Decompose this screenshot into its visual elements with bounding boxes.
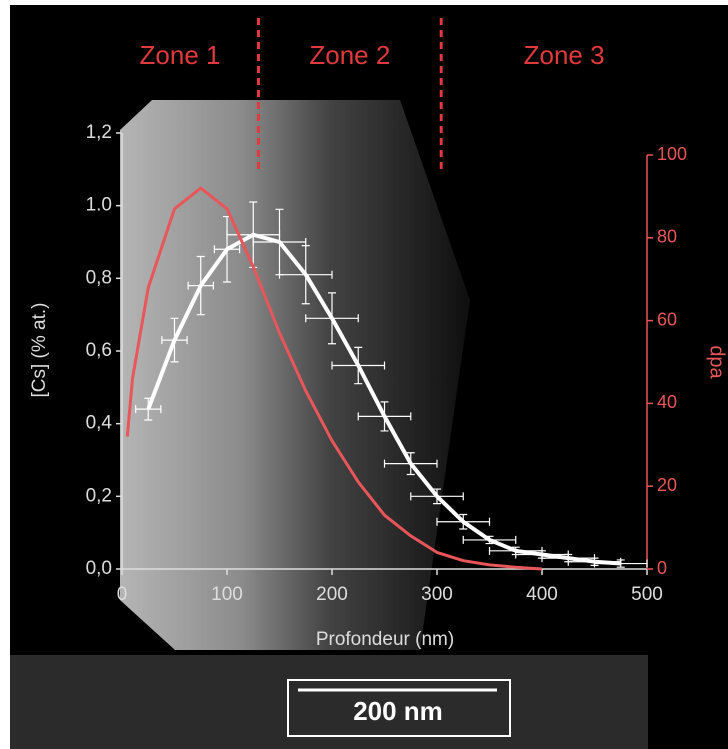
x-error-bar — [305, 314, 359, 323]
y-tick-label: 0,4 — [86, 413, 113, 434]
x-error-bar — [187, 281, 214, 290]
y2-tick-label: 60 — [657, 309, 677, 329]
x-error-bar — [383, 459, 438, 468]
x-error-bar — [161, 336, 188, 345]
zone-label: Zone 1 — [140, 40, 221, 70]
y-axis-label: [Cs] (% at.) — [29, 302, 50, 397]
x-tick-label: 500 — [631, 584, 663, 605]
y2-axis-label: dpa — [706, 345, 728, 379]
y-tick-label: 0,2 — [86, 485, 112, 506]
y2-tick-label: 100 — [657, 144, 687, 164]
x-error-bar — [462, 535, 517, 544]
y-tick-label: 0,6 — [86, 340, 112, 361]
y-tick-label: 1,2 — [86, 122, 112, 143]
x-error-bar — [135, 405, 162, 414]
x-error-bar — [213, 245, 241, 254]
x-tick-label: 0 — [117, 584, 128, 605]
y2-tick-label: 40 — [657, 392, 677, 412]
micrograph — [120, 100, 470, 650]
series-line — [125, 186, 543, 571]
y2-tick-label: 80 — [657, 227, 677, 247]
x-tick-label: 100 — [211, 584, 243, 605]
zone-label: Zone 3 — [524, 40, 605, 70]
x-error-bar — [278, 270, 333, 279]
y-tick-label: 0,8 — [86, 267, 112, 288]
y-tick-label: 1.0 — [86, 195, 112, 216]
y2-tick-label: 0 — [657, 558, 667, 578]
y2-tick-label: 20 — [657, 475, 677, 495]
x-tick-label: 300 — [421, 584, 453, 605]
x-axis-label: Profondeur (nm) — [316, 629, 454, 650]
x-error-bar — [436, 517, 491, 526]
x-error-bar — [357, 412, 412, 421]
scale-panel — [10, 655, 648, 749]
x-error-bar — [331, 361, 386, 370]
y-tick-label: 0,0 — [86, 558, 112, 579]
x-tick-label: 400 — [526, 584, 558, 605]
x-error-bar — [410, 492, 464, 501]
zone-label: Zone 2 — [309, 40, 390, 70]
scale-label: 200 nm — [353, 696, 443, 726]
scale-box — [287, 679, 511, 737]
x-error-bar — [252, 238, 307, 246]
x-tick-label: 200 — [316, 584, 348, 605]
x-error-bar — [593, 559, 648, 568]
